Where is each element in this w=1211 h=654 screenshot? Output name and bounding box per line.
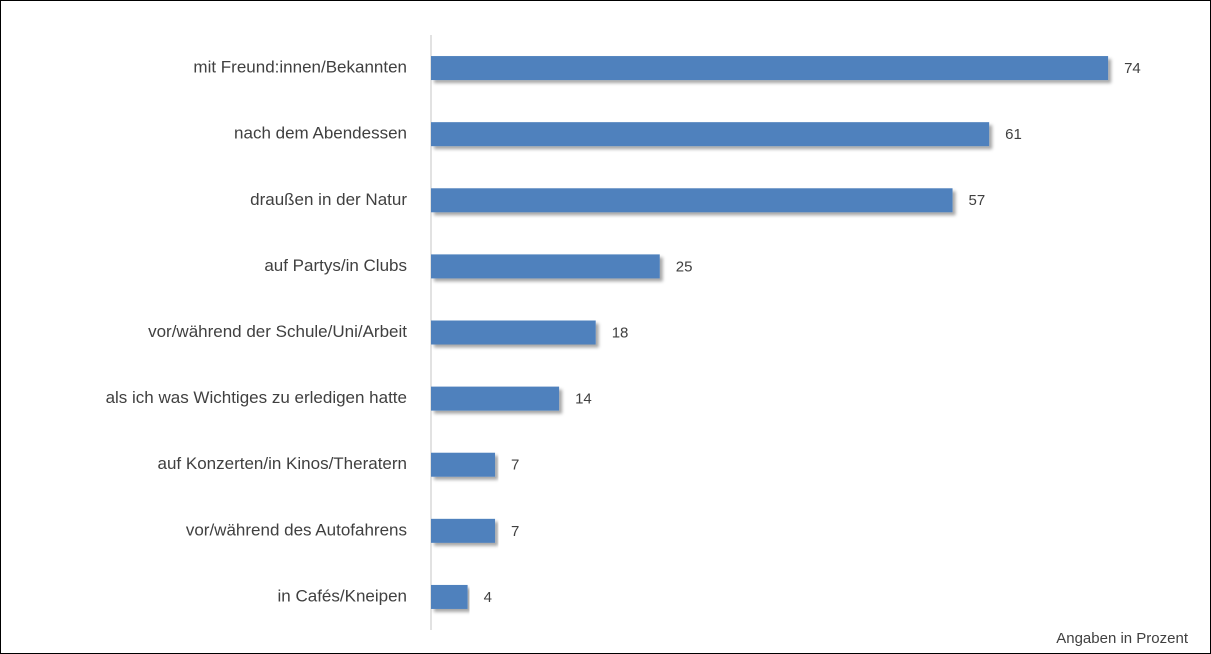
- value-label: 57: [969, 192, 986, 209]
- value-label: 25: [676, 258, 693, 275]
- value-label: 7: [511, 523, 519, 540]
- bar: [431, 518, 496, 543]
- value-label: 61: [1005, 126, 1022, 143]
- bar: [431, 188, 953, 213]
- category-label: auf Konzerten/in Kinos/Theratern: [158, 454, 407, 473]
- category-label: nach dem Abendessen: [234, 124, 407, 143]
- category-label: vor/während der Schule/Uni/Arbeit: [148, 322, 407, 341]
- annotation: Angaben in Prozent: [1056, 630, 1189, 647]
- value-label: 18: [612, 324, 629, 341]
- value-label: 7: [511, 457, 519, 474]
- category-label: draußen in der Natur: [250, 190, 407, 209]
- bar: [431, 254, 660, 279]
- category-label: als ich was Wichtiges zu erledigen hatte: [106, 388, 407, 407]
- bar: [431, 56, 1109, 81]
- category-label: vor/während des Autofahrens: [186, 520, 407, 539]
- bar: [431, 584, 468, 609]
- value-label: 4: [484, 589, 492, 606]
- category-label: in Cafés/Kneipen: [278, 586, 407, 605]
- bar: [431, 320, 596, 345]
- bar: [431, 452, 496, 477]
- category-label: auf Partys/in Clubs: [264, 256, 407, 275]
- value-label: 14: [575, 391, 592, 408]
- category-label: mit Freund:innen/Bekannten: [193, 58, 407, 77]
- bar: [431, 122, 990, 147]
- value-label: 74: [1124, 60, 1141, 77]
- bar: [431, 386, 560, 411]
